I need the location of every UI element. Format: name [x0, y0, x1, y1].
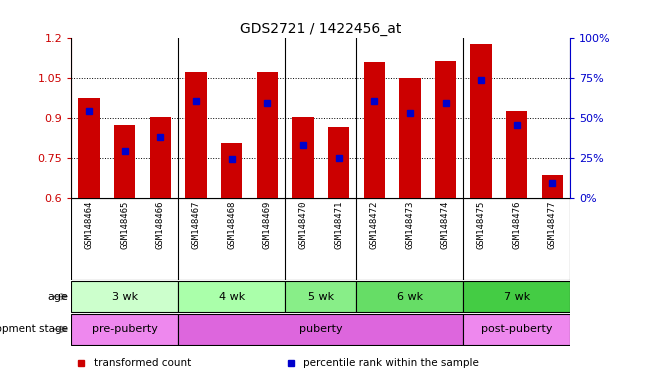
Bar [71, 281, 178, 312]
Text: GSM148476: GSM148476 [513, 200, 521, 248]
Text: 4 wk: 4 wk [218, 291, 245, 302]
Bar [328, 127, 349, 198]
Text: GSM148468: GSM148468 [227, 200, 236, 248]
Bar [78, 98, 100, 198]
Text: GSM148473: GSM148473 [406, 200, 414, 248]
Bar [150, 117, 171, 198]
Text: age: age [47, 291, 68, 302]
Text: GSM148477: GSM148477 [548, 200, 557, 248]
Text: 7 wk: 7 wk [503, 291, 530, 302]
Bar [185, 71, 207, 198]
Text: GSM148471: GSM148471 [334, 200, 343, 248]
Title: GDS2721 / 1422456_at: GDS2721 / 1422456_at [240, 22, 402, 36]
Bar [292, 117, 314, 198]
Bar [506, 111, 527, 198]
Text: GSM148464: GSM148464 [85, 200, 93, 248]
Text: transformed count: transformed count [94, 358, 191, 368]
Text: pre-puberty: pre-puberty [92, 324, 157, 334]
Bar [435, 61, 456, 198]
Bar [364, 62, 385, 198]
Bar [285, 281, 356, 312]
Text: GSM148467: GSM148467 [192, 200, 200, 248]
Text: GSM148470: GSM148470 [299, 200, 307, 248]
Text: 5 wk: 5 wk [308, 291, 334, 302]
Bar [71, 314, 178, 345]
Bar [221, 143, 242, 198]
Text: percentile rank within the sample: percentile rank within the sample [303, 358, 479, 368]
Bar [470, 44, 492, 198]
Bar [114, 125, 135, 198]
Bar [178, 281, 285, 312]
Text: GSM148474: GSM148474 [441, 200, 450, 248]
Text: GSM148465: GSM148465 [121, 200, 129, 248]
Text: 3 wk: 3 wk [111, 291, 138, 302]
Text: puberty: puberty [299, 324, 343, 334]
Bar [542, 175, 563, 198]
Text: GSM148475: GSM148475 [477, 200, 485, 248]
Bar [463, 281, 570, 312]
Text: development stage: development stage [0, 324, 68, 334]
Bar [257, 71, 278, 198]
Text: 6 wk: 6 wk [397, 291, 423, 302]
Bar [463, 314, 570, 345]
Text: GSM148472: GSM148472 [370, 200, 378, 248]
Bar [399, 78, 421, 198]
Text: GSM148466: GSM148466 [156, 200, 165, 248]
Text: post-puberty: post-puberty [481, 324, 553, 334]
Text: GSM148469: GSM148469 [263, 200, 272, 248]
Bar [356, 281, 463, 312]
Bar [178, 314, 463, 345]
